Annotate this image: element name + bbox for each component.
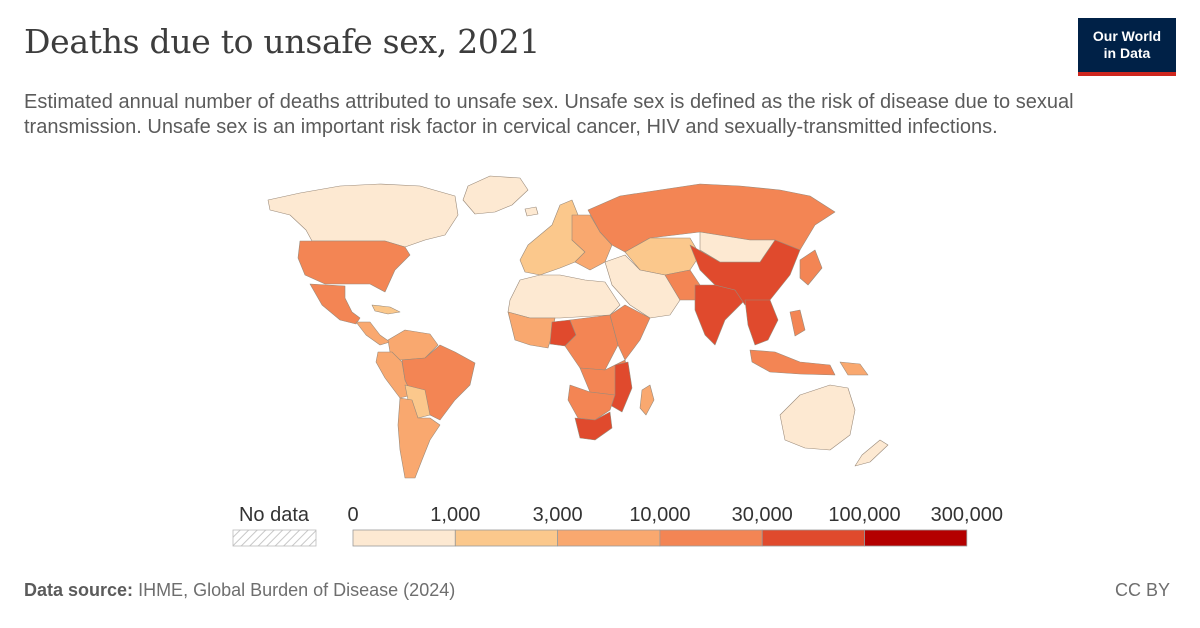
map-region-central-africa[interactable] [564,314,619,371]
map-region-central-america[interactable] [355,321,391,346]
no-data-swatch[interactable] [232,529,317,547]
map-region-middle-east[interactable] [604,254,681,319]
map-region-australia[interactable] [779,384,856,451]
legend-threshold-label: 3,000 [533,504,583,526]
legend-bin[interactable] [557,529,661,547]
map-region-russia[interactable] [587,183,836,253]
legend-bin[interactable] [659,529,763,547]
map-region-canada[interactable] [267,183,459,248]
map-region-papua-new-guinea[interactable] [839,361,869,376]
map-region-indonesia[interactable] [749,349,836,376]
logo-line-1: Our World [1092,28,1162,44]
map-region-caribbean[interactable] [371,304,401,315]
footer-source: Data source: IHME, Global Burden of Dise… [24,580,455,601]
legend-threshold-label: 1,000 [430,504,480,526]
legend-bin[interactable] [454,529,558,547]
chart-title: Deaths due to unsafe sex, 2021 [24,22,541,61]
map-region-southeast-asia[interactable] [744,299,779,346]
map-region-bolivia-paraguay[interactable] [404,384,431,419]
logo-line-2: in Data [1103,45,1151,61]
legend-bin[interactable] [352,529,456,547]
legend-threshold-label: 300,000 [931,504,1003,526]
no-data-label: No data [239,504,310,526]
map-region-eastern-europe[interactable] [571,214,613,271]
map-region-philippines[interactable] [789,309,806,337]
map-region-greenland[interactable] [462,175,529,215]
legend-threshold-label: 0 [347,504,358,526]
legend-bin[interactable] [864,529,968,547]
map-region-south-africa[interactable] [574,411,613,441]
map-region-mongolia[interactable] [699,231,776,263]
map-region-new-zealand[interactable] [854,439,889,467]
map-region-southern-africa[interactable] [567,384,616,421]
map-legend: No data 0 1,000 3,000 10,000 30,000 100,000 30… [232,504,1003,547]
map-region-east-africa[interactable] [609,304,651,361]
source-label: Data source: [24,580,134,600]
world-map [267,175,889,479]
map-region-united-states[interactable] [297,240,411,293]
source-text: IHME, Global Burden of Disease (2024) [138,580,456,600]
map-region-madagascar[interactable] [639,384,655,416]
map-region-iceland[interactable] [524,206,539,217]
map-region-north-africa[interactable] [507,274,621,319]
legend-bin[interactable] [761,529,865,547]
owid-logo[interactable]: Our World in Data [1078,18,1176,76]
legend-threshold-label: 100,000 [828,504,900,526]
map-region-japan-korea[interactable] [799,249,823,286]
legend-threshold-label: 10,000 [629,504,690,526]
chart-subtitle: Estimated annual number of deaths attrib… [24,91,1074,138]
legend-threshold-label: 30,000 [732,504,793,526]
license[interactable]: CC BY [1114,580,1170,600]
map-region-argentina-chile[interactable] [397,397,441,479]
map-region-mexico[interactable] [309,283,361,325]
